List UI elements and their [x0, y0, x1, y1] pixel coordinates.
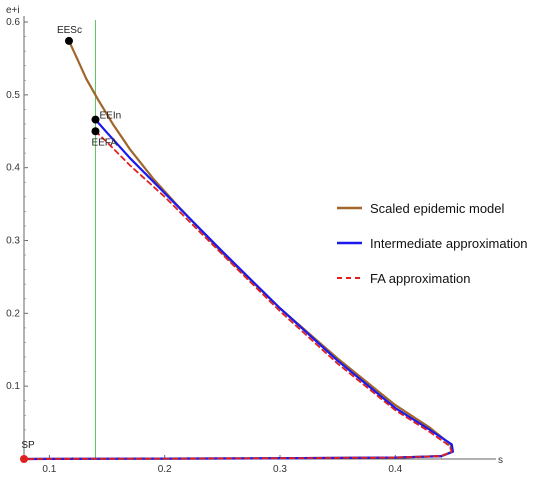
point-marker: [91, 115, 100, 124]
legend-label: FA approximation: [370, 271, 470, 286]
y-tick-label: 0.6: [6, 17, 20, 28]
series-layer: [22, 39, 455, 461]
point-marker: [64, 36, 73, 45]
y-tick-label: 0.1: [6, 381, 20, 392]
point-marker: [91, 127, 100, 136]
point-label: EEFA: [91, 137, 117, 148]
point-label: EEIn: [99, 111, 121, 122]
y-axis-label: e+i: [6, 5, 20, 16]
legend-label: Scaled epidemic model: [370, 201, 505, 216]
legend: Scaled epidemic model Intermediate approx…: [337, 201, 528, 286]
points-layer: EESc EEIn EEFA SP: [20, 25, 121, 463]
series-line-2: [22, 118, 455, 461]
y-tick-label: 0.4: [6, 163, 20, 174]
y-tick-label: 0.2: [6, 308, 20, 319]
legend-label: Intermediate approximation: [370, 236, 528, 251]
y-tick: 0.3: [6, 236, 28, 247]
y-tick: 0.4: [6, 163, 28, 174]
x-tick-label: 0.1: [42, 464, 56, 475]
x-tick-label: 0.2: [158, 464, 172, 475]
point-label: EESc: [57, 25, 82, 36]
point-marker: [20, 455, 28, 463]
series-line-3: [23, 130, 453, 460]
y-tick: 0.6: [6, 17, 28, 28]
y-tick: 0.5: [6, 90, 28, 101]
x-tick-label: 0.4: [388, 464, 402, 475]
y-tick: 0.2: [6, 308, 28, 319]
y-tick: 0.1: [6, 381, 28, 392]
point-label: SP: [21, 440, 35, 451]
x-tick-label: 0.3: [273, 464, 287, 475]
x-axis-label: s: [498, 455, 503, 466]
y-tick-label: 0.5: [6, 90, 20, 101]
y-tick-label: 0.3: [6, 236, 20, 247]
